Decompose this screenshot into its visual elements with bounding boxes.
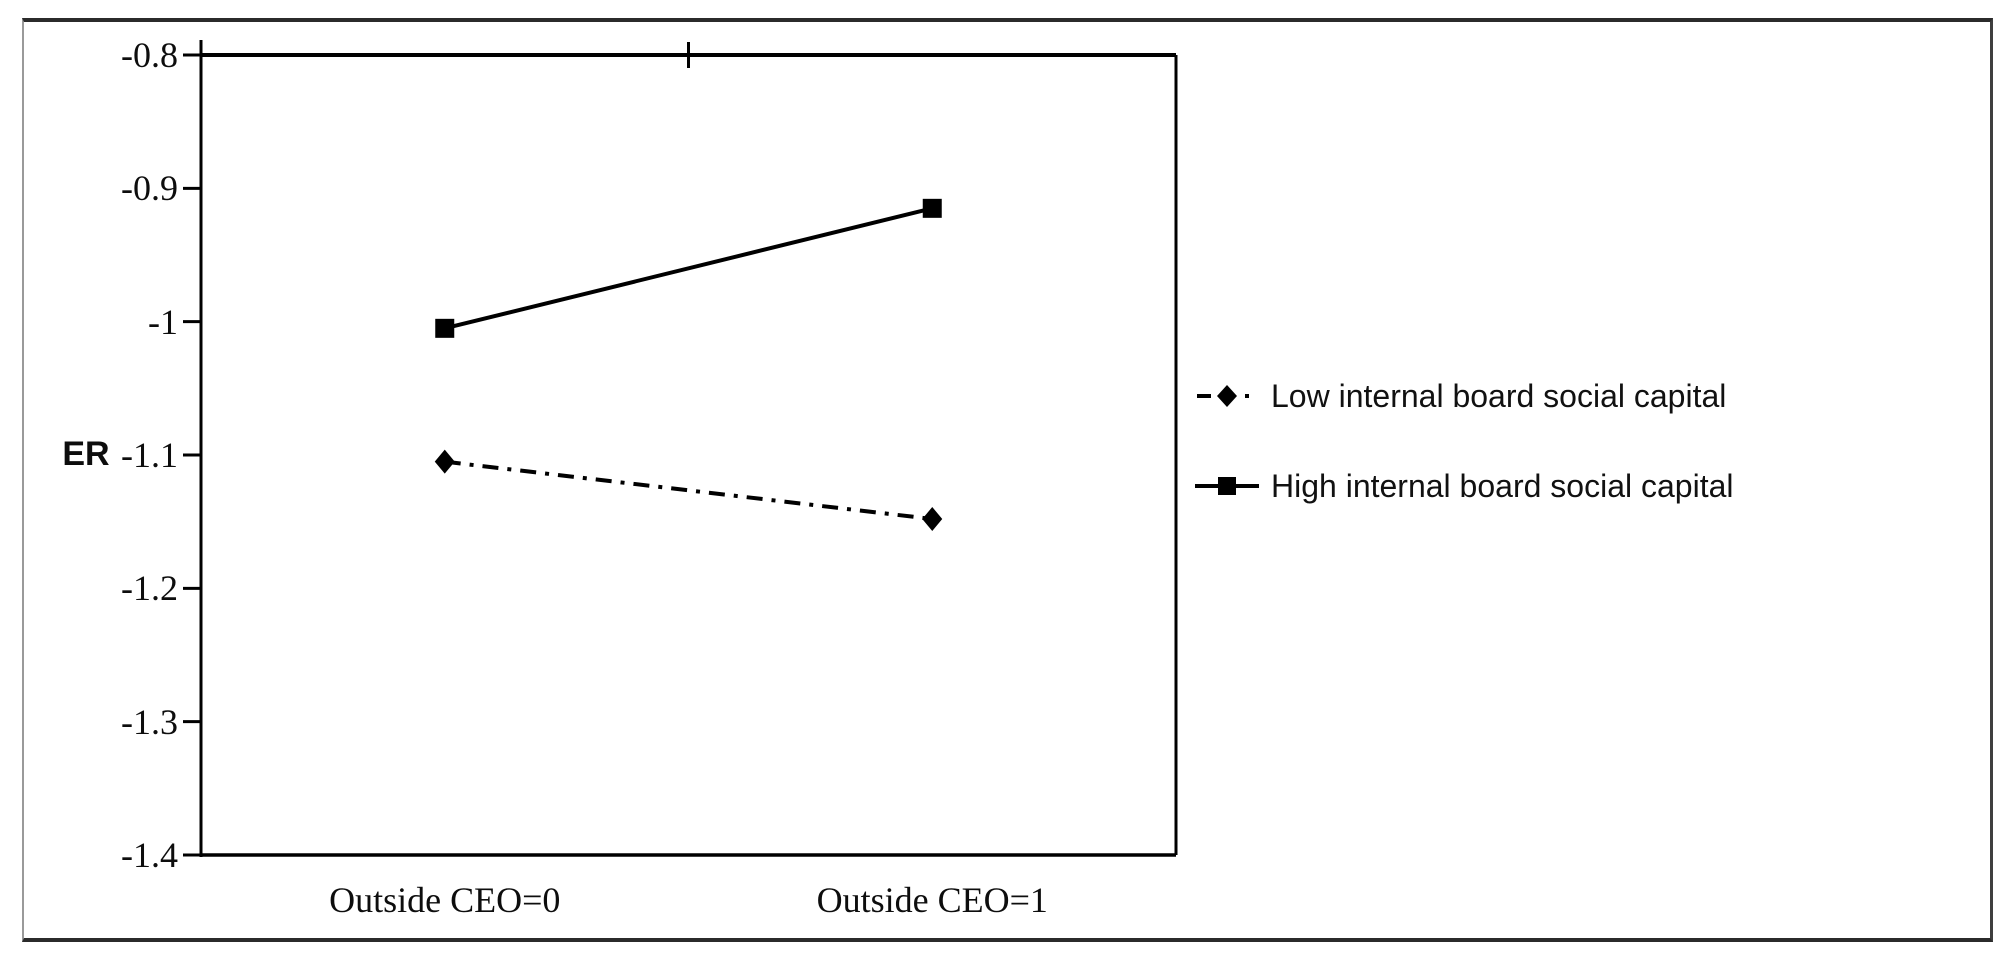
y-axis-title: ER — [62, 435, 110, 473]
y-tick-label: -1.3 — [121, 701, 178, 742]
legend-label-low: Low internal board social capital — [1271, 378, 1727, 414]
legend-item-high: High internal board social capital — [1195, 468, 1733, 504]
legend: Low internal board social capital High i… — [1195, 378, 1733, 504]
solid-square-line-icon — [1195, 477, 1259, 495]
y-tick-label: -1.2 — [121, 568, 178, 609]
y-tick-label: -1.4 — [121, 835, 178, 875]
x-category-label: Outside CEO=0 — [329, 880, 561, 920]
x-category-label: Outside CEO=1 — [816, 880, 1048, 920]
y-tick-label: -1 — [148, 301, 178, 342]
legend-label-high: High internal board social capital — [1271, 468, 1734, 504]
dashdot-diamond-line-icon — [1197, 385, 1257, 407]
y-tick-label: -0.8 — [121, 35, 178, 75]
y-tick-label: -1.1 — [121, 435, 178, 475]
legend-item-low: Low internal board social capital — [1195, 378, 1733, 414]
figure-frame — [22, 18, 1993, 942]
y-tick-label: -0.9 — [121, 168, 178, 209]
